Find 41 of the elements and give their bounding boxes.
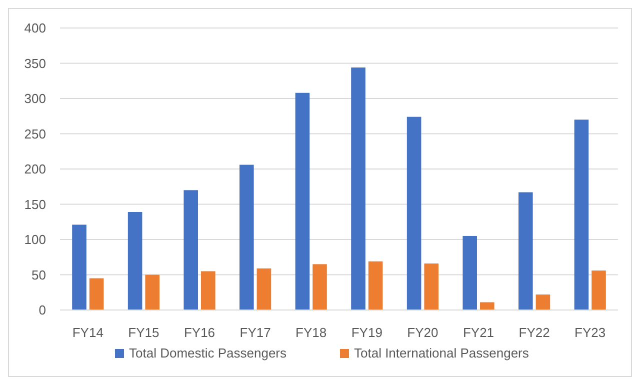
y-tick-label: 150 [24,196,46,212]
x-tick-label: FY15 [128,325,160,340]
bar [351,67,366,310]
y-tick-label: 350 [24,56,46,71]
x-tick-label: FY19 [351,325,382,340]
y-tick-label: 50 [32,267,46,282]
bar [592,270,606,310]
bar [295,92,310,310]
x-tick-label: FY14 [72,325,104,340]
bar [574,120,589,310]
y-tick-label: 200 [24,162,46,177]
bar [89,278,104,310]
x-tick-label: FY17 [240,325,271,340]
y-tick-label: 0 [38,302,46,318]
y-tick-label: 400 [24,20,46,36]
bar [518,192,533,310]
legend-label: Total International Passengers [354,346,530,361]
bar [201,271,216,310]
bar [462,236,477,310]
x-tick-label: FY20 [407,325,438,340]
x-tick-label: FY18 [296,325,327,340]
bar [128,212,142,310]
bar [184,190,198,310]
x-tick-label: FY22 [518,325,550,340]
bar [256,268,272,310]
bar [312,264,327,310]
bar [240,164,254,310]
x-tick-label: FY16 [184,325,216,340]
legend-label: Total Domestic Passengers [129,346,288,361]
bar [480,302,494,310]
bar [72,224,86,310]
y-tick-label: 100 [24,232,46,248]
bar [368,261,383,310]
x-tick-label: FY23 [574,325,606,340]
bar [406,116,422,310]
bar [536,294,550,310]
x-tick-label: FY21 [462,325,494,340]
bar [424,263,438,310]
y-tick-label: 300 [24,91,46,106]
y-tick-label: 250 [24,126,46,142]
bar [145,274,160,310]
